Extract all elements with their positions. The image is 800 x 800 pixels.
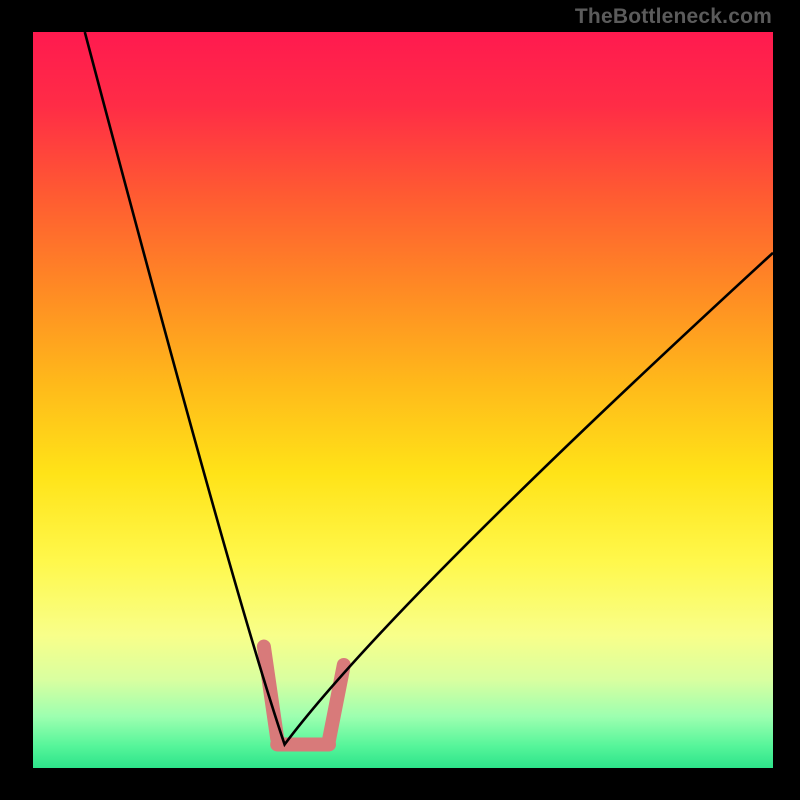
- plot-area: [33, 32, 773, 768]
- watermark-text: TheBottleneck.com: [575, 5, 772, 29]
- gradient-background: [33, 32, 773, 768]
- plot-svg: [33, 32, 773, 768]
- canvas: TheBottleneck.com: [0, 0, 800, 800]
